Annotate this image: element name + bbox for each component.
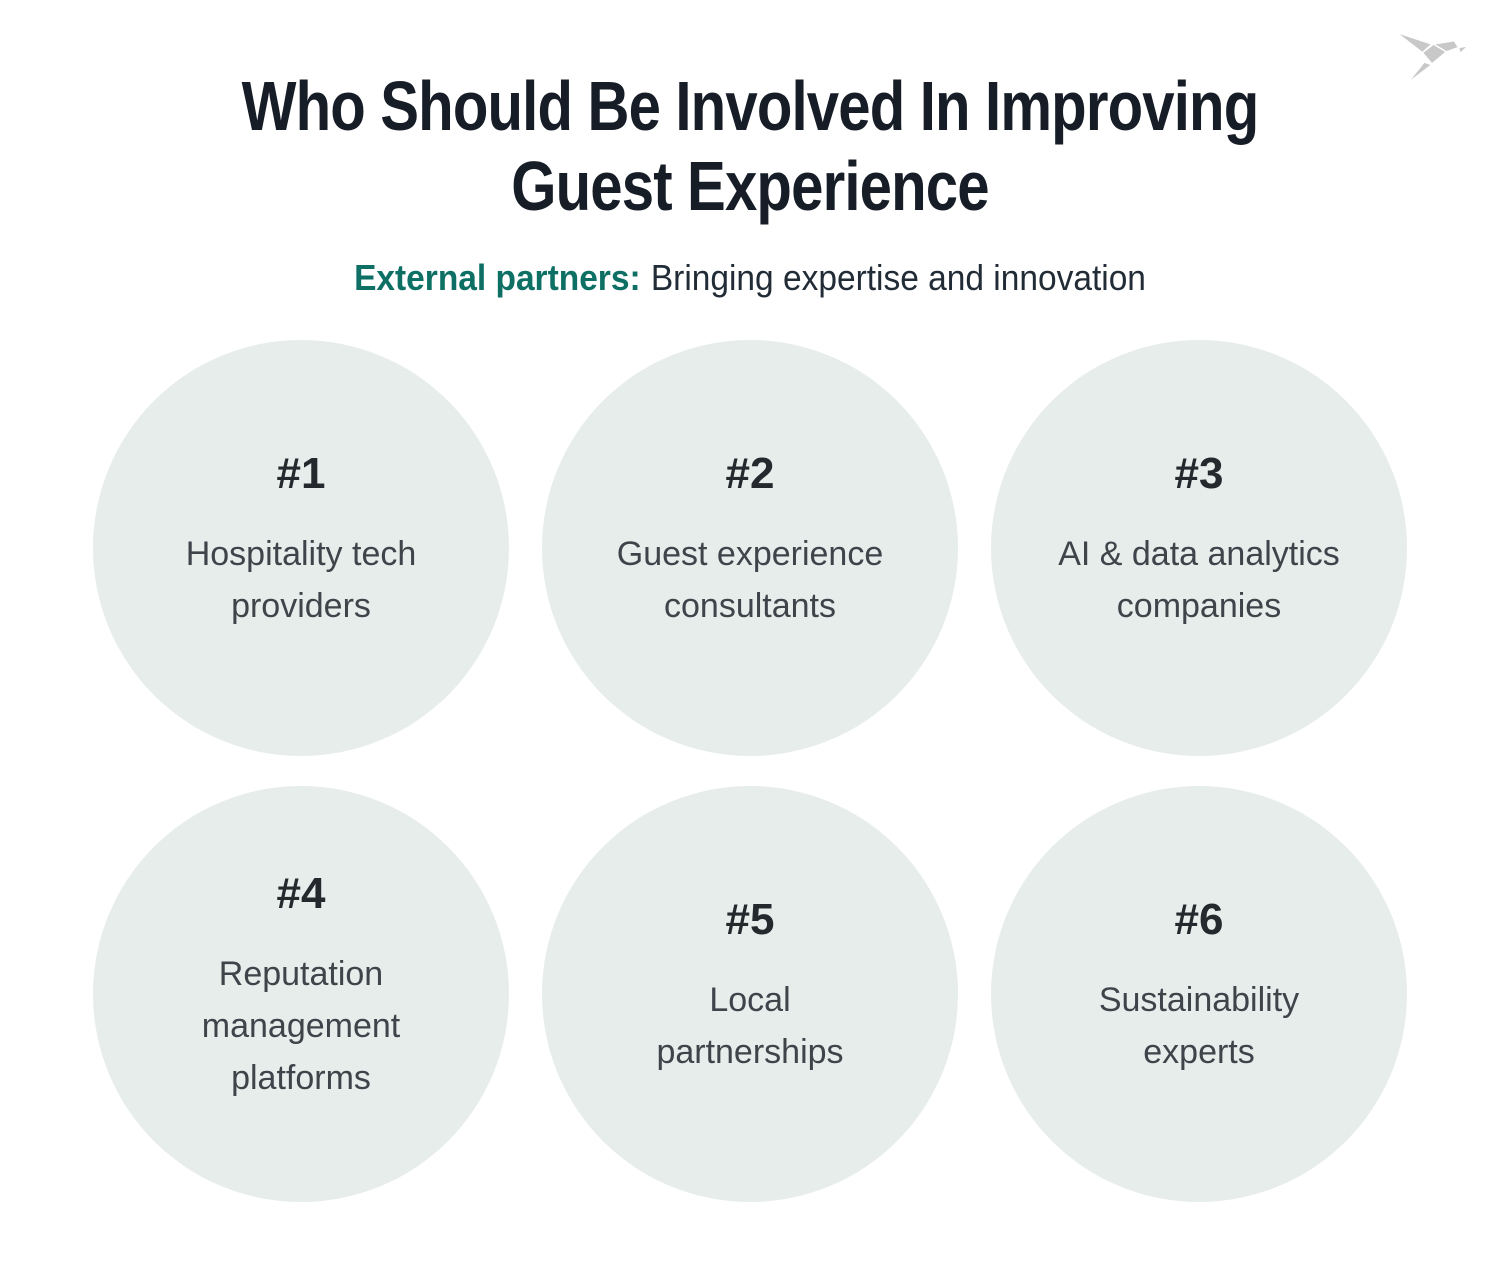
partner-circle-4: #4 Reputation management platforms — [93, 786, 509, 1202]
partner-circle-1: #1 Hospitality tech providers — [93, 340, 509, 756]
subtitle-text: Bringing expertise and innovation — [650, 257, 1146, 298]
circle-label: Reputation management platforms — [201, 955, 401, 1097]
partner-circle-6: #6 Sustainability experts — [991, 786, 1407, 1202]
circle-label: Guest experience consultants — [616, 535, 884, 625]
partner-circle-5: #5 Local partnerships — [542, 786, 958, 1202]
circle-number: #5 — [725, 895, 775, 944]
circle-number: #6 — [1174, 895, 1224, 944]
circle-number: #2 — [725, 449, 775, 498]
origami-bird-icon — [1395, 31, 1471, 85]
circle-label: Sustainability experts — [1098, 981, 1300, 1071]
circle-label: Hospitality tech providers — [185, 535, 417, 625]
subtitle-highlight: External partners: — [354, 257, 641, 298]
partner-circle-2: #2 Guest experience consultants — [542, 340, 958, 756]
page-title: Who Should Be Involved In Improving Gues… — [241, 67, 1260, 225]
partner-circle-3: #3 AI & data analytics companies — [991, 340, 1407, 756]
circle-label: Local partnerships — [656, 981, 844, 1071]
circle-label: AI & data analytics companies — [1058, 535, 1340, 625]
circles-grid: #1 Hospitality tech providers #2 Guest e… — [0, 340, 1500, 1202]
circle-number: #1 — [276, 449, 326, 498]
circle-number: #3 — [1174, 449, 1224, 498]
header: Who Should Be Involved In Improving Gues… — [0, 0, 1500, 302]
page-subtitle: External partners: Bringing expertise and… — [53, 254, 1448, 302]
circle-number: #4 — [276, 869, 326, 918]
